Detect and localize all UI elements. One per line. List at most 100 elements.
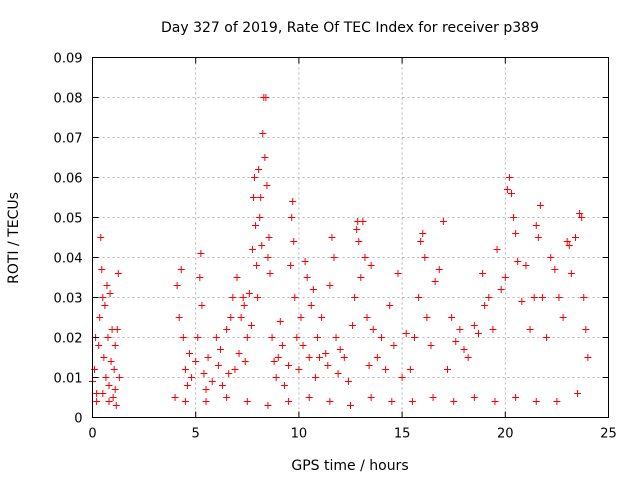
data-point bbox=[431, 278, 439, 285]
data-point bbox=[293, 334, 301, 341]
chart-title: Day 327 of 2019, Rate Of TEC Index for r… bbox=[161, 20, 539, 36]
data-point bbox=[578, 214, 586, 221]
data-point bbox=[417, 238, 425, 245]
data-point bbox=[369, 326, 377, 333]
data-point bbox=[367, 262, 375, 269]
data-point bbox=[571, 234, 579, 241]
data-point bbox=[530, 294, 538, 301]
data-point bbox=[429, 394, 437, 401]
data-point bbox=[290, 238, 298, 245]
data-point bbox=[439, 218, 447, 225]
y-tick-label: 0.02 bbox=[54, 332, 83, 347]
data-point bbox=[355, 238, 363, 245]
data-point bbox=[536, 202, 544, 209]
data-point bbox=[188, 374, 196, 381]
data-point bbox=[402, 330, 410, 337]
data-point bbox=[175, 314, 183, 321]
data-point bbox=[104, 334, 112, 341]
data-point bbox=[390, 342, 398, 349]
data-point bbox=[181, 398, 189, 405]
data-point bbox=[580, 294, 588, 301]
data-point bbox=[223, 394, 231, 401]
data-point bbox=[280, 382, 288, 389]
data-point bbox=[173, 282, 181, 289]
data-point bbox=[212, 334, 220, 341]
data-point bbox=[576, 210, 584, 217]
data-point bbox=[309, 286, 317, 293]
data-point bbox=[237, 314, 245, 321]
data-point bbox=[497, 286, 505, 293]
data-point bbox=[247, 322, 255, 329]
data-point bbox=[295, 366, 303, 373]
data-point bbox=[313, 334, 321, 341]
data-point bbox=[297, 314, 305, 321]
plot-frame bbox=[92, 57, 609, 418]
data-point bbox=[299, 342, 307, 349]
data-point bbox=[567, 270, 575, 277]
data-point bbox=[262, 94, 270, 101]
data-point bbox=[464, 354, 472, 361]
data-point bbox=[177, 266, 185, 273]
data-point bbox=[565, 242, 573, 249]
data-point bbox=[507, 190, 515, 197]
data-point bbox=[287, 262, 295, 269]
data-point bbox=[326, 398, 334, 405]
data-point bbox=[225, 370, 233, 377]
data-point bbox=[179, 334, 187, 341]
data-point bbox=[382, 366, 390, 373]
data-point bbox=[285, 362, 293, 369]
data-point bbox=[249, 194, 257, 201]
data-point bbox=[479, 270, 487, 277]
data-point bbox=[406, 366, 414, 373]
y-tick-label: 0.04 bbox=[54, 252, 83, 267]
data-point bbox=[107, 358, 115, 365]
data-point bbox=[261, 154, 269, 161]
data-point bbox=[324, 362, 332, 369]
data-point bbox=[197, 250, 205, 257]
data-point bbox=[460, 346, 468, 353]
data-point bbox=[522, 262, 530, 269]
axes: 0 5 10 15 20 25 0 0.01 0.02 0.03 0.04 0.05 0.06 0.07 0… bbox=[54, 52, 617, 442]
data-point bbox=[334, 370, 342, 377]
data-point bbox=[255, 166, 263, 173]
data-point bbox=[105, 382, 113, 389]
data-point bbox=[303, 274, 311, 281]
data-point bbox=[276, 318, 284, 325]
data-point bbox=[357, 274, 365, 281]
data-point bbox=[503, 186, 511, 193]
data-point bbox=[563, 238, 571, 245]
data-point bbox=[435, 266, 443, 273]
data-point bbox=[450, 398, 458, 405]
data-point bbox=[202, 386, 210, 393]
data-point bbox=[285, 398, 293, 405]
data-point bbox=[534, 234, 542, 241]
data-point bbox=[278, 342, 286, 349]
data-point bbox=[243, 334, 251, 341]
data-point bbox=[208, 378, 216, 385]
data-point bbox=[410, 334, 418, 341]
x-tick-label: 15 bbox=[394, 427, 411, 442]
data-point bbox=[559, 314, 567, 321]
data-point bbox=[96, 314, 104, 321]
data-point bbox=[353, 226, 361, 233]
data-point bbox=[264, 402, 272, 409]
data-point bbox=[111, 386, 119, 393]
data-point bbox=[311, 374, 319, 381]
data-point bbox=[93, 398, 101, 405]
data-point bbox=[318, 314, 326, 321]
data-point bbox=[386, 302, 394, 309]
data-point bbox=[109, 394, 117, 401]
data-point bbox=[555, 294, 563, 301]
data-point bbox=[102, 374, 110, 381]
data-point bbox=[254, 294, 262, 301]
data-point bbox=[363, 314, 371, 321]
y-tick-label: 0.09 bbox=[54, 52, 83, 67]
data-point bbox=[505, 174, 513, 181]
data-point bbox=[373, 354, 381, 361]
data-point bbox=[99, 294, 107, 301]
data-point bbox=[398, 374, 406, 381]
data-point bbox=[227, 314, 235, 321]
x-tick-label: 20 bbox=[497, 427, 514, 442]
data-point bbox=[514, 258, 522, 265]
y-tick-label: 0.06 bbox=[54, 172, 83, 187]
